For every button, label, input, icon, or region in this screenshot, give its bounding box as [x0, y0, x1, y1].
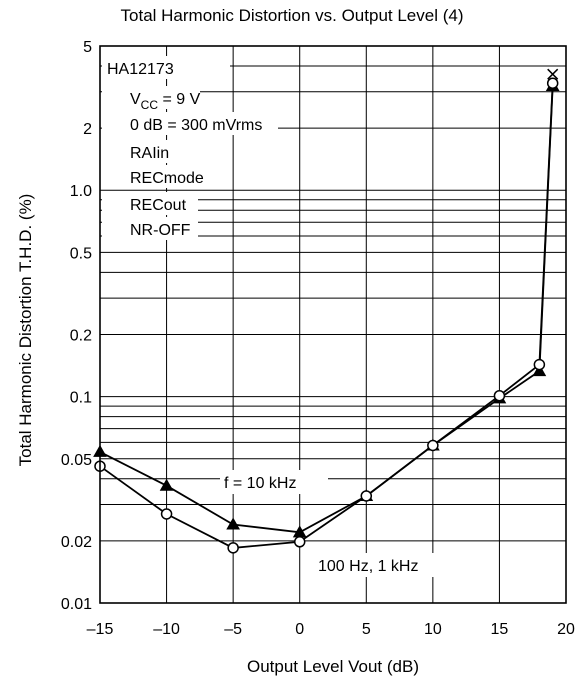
condition-bg	[102, 192, 198, 215]
circle-marker	[427, 439, 439, 452]
x-tick-label: –5	[224, 621, 242, 638]
condition-text: RECmode	[130, 170, 204, 187]
series-label-bg	[220, 470, 328, 494]
circle-marker	[227, 542, 239, 554]
circle-marker	[546, 77, 559, 89]
x-tick-label: 0	[295, 621, 304, 638]
y-tick-label: 0.1	[70, 390, 92, 407]
tick-labels: 0.01 0.02 0.05 0.1 0.2 0.5 1.0 2 5 –15 –10 –5 0 5 10 15…	[61, 39, 575, 638]
series-label-bg	[314, 553, 454, 577]
series-label: f = 10 kHz	[224, 475, 296, 492]
condition-bg	[102, 165, 220, 188]
condition-text: RAIin	[130, 145, 169, 162]
condition-bg	[102, 56, 230, 79]
circle-marker	[160, 508, 173, 520]
x-tick-label: 5	[362, 621, 371, 638]
series-markers	[93, 68, 560, 554]
cross-marker	[547, 68, 559, 80]
condition-text: RECout	[130, 197, 187, 214]
x-axis-label: Output Level Vout (dB)	[247, 657, 419, 676]
triangle-marker	[226, 517, 241, 530]
y-tick-label: 0.05	[61, 452, 92, 469]
x-tick-label: –10	[153, 621, 180, 638]
y-tick-label: 2	[83, 121, 92, 138]
x-tick-label: 10	[424, 621, 442, 638]
series-annotations: f = 10 kHz 100 Hz, 1 kHz	[220, 470, 454, 577]
chart-title: Total Harmonic Distortion vs. Output Lev…	[120, 6, 464, 25]
circle-marker	[533, 358, 546, 371]
triangle-marker	[159, 478, 174, 491]
condition-text: 0 dB = 300 mVrms	[130, 117, 262, 134]
condition-bg	[102, 86, 200, 109]
y-tick-label: 0.01	[61, 596, 92, 613]
circle-marker	[360, 490, 373, 502]
series-label: 100 Hz, 1 kHz	[318, 558, 418, 575]
conditions-legend: HA12173 VCC = 9 V 0 dB = 300 mVrms RAIin REC…	[102, 56, 278, 240]
y-tick-label: 0.2	[70, 327, 92, 344]
y-tick-label: 1.0	[70, 183, 92, 200]
circle-marker	[493, 389, 506, 402]
condition-text: HA12173	[107, 61, 174, 78]
circle-marker	[293, 536, 306, 548]
condition-bg	[102, 140, 184, 163]
y-tick-label: 5	[83, 39, 92, 56]
x-tick-label: 15	[491, 621, 509, 638]
y-tick-label: 0.02	[61, 534, 92, 551]
y-tick-label: 0.5	[70, 245, 92, 262]
plot-frame	[99, 45, 567, 604]
condition-text: VCC = 9 V	[130, 91, 201, 112]
condition-bg	[102, 217, 198, 240]
condition-text: NR-OFF	[130, 222, 191, 239]
x-tick-label: –15	[87, 621, 114, 638]
condition-bg	[102, 112, 278, 135]
x-tick-label: 20	[557, 621, 575, 638]
